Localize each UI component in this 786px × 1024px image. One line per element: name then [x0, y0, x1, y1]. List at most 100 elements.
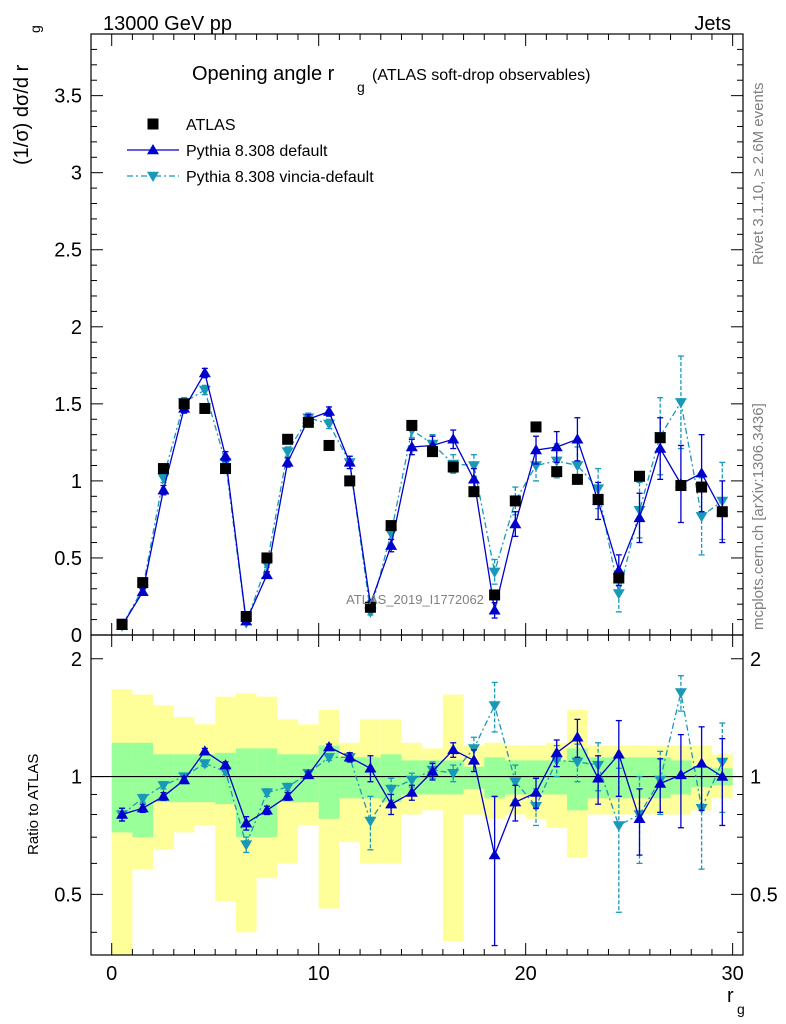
- ratio-default-marker: [281, 790, 294, 801]
- ratio-panel: 0 10 20 30 0.5 0.5 1 1 2 2: [54, 634, 778, 985]
- y-tick-label: 2: [71, 317, 82, 339]
- atlas-data-marker: [509, 495, 521, 507]
- ratio-vincia-marker: [157, 781, 170, 792]
- ratio-tick-label-right: 2: [750, 649, 761, 671]
- stat-uncertainty-band: [339, 757, 361, 799]
- atlas-data-marker: [716, 506, 728, 518]
- main-default-marker: [509, 518, 522, 529]
- ratio-vincia-marker: [447, 769, 460, 780]
- ratio-vincia-marker: [509, 777, 522, 788]
- ratio-default-marker: [509, 796, 522, 807]
- x-tick-label: 10: [308, 963, 330, 985]
- atlas-data-marker: [675, 480, 687, 492]
- ratio-tick-label-left: 2: [71, 649, 82, 671]
- main-vincia-marker: [488, 567, 501, 578]
- y-axis-label-main-text: (1/σ) dσ/d r: [11, 64, 33, 165]
- stat-uncertainty-band: [194, 754, 216, 803]
- ratio-default-marker: [364, 762, 377, 773]
- main-vincia-marker: [695, 512, 708, 523]
- ratio-default-marker: [695, 757, 708, 768]
- main-default-marker: [550, 440, 563, 452]
- main-content: [116, 355, 729, 632]
- ratio-default-marker: [467, 754, 480, 765]
- stat-uncertainty-band: [235, 748, 257, 838]
- atlas-data-marker: [571, 473, 583, 485]
- main-default-marker: [343, 456, 356, 467]
- legend-entry-label: Pythia 8.308 default: [186, 143, 328, 160]
- ratio-vincia-marker: [488, 701, 501, 712]
- main-default-marker: [467, 473, 480, 484]
- ratio-default-marker: [198, 745, 211, 756]
- main-default-marker: [385, 539, 398, 550]
- main-panel: 0 0.5 1 1.5 2 2.5 3 3.5: [54, 33, 744, 647]
- ratio-default-marker: [447, 743, 460, 755]
- stat-uncertainty-band: [111, 742, 133, 833]
- ratio-default-marker: [571, 731, 584, 742]
- y-tick-label: 3: [71, 163, 82, 185]
- main-default-marker: [571, 433, 584, 444]
- ratio-vincia-marker: [612, 821, 625, 832]
- rivet-label: Rivet 3.1.10, ≥ 2.6M events: [750, 83, 767, 266]
- main-default-marker: [530, 444, 543, 455]
- ratio-vincia-marker: [198, 759, 211, 770]
- atlas-data-marker: [116, 618, 128, 630]
- ratio-vincia-marker: [405, 775, 418, 786]
- ratio-default-marker: [674, 768, 687, 780]
- stat-uncertainty-band: [525, 760, 547, 795]
- ratio-default-marker: [157, 790, 170, 801]
- y-axis-label-main: (1/σ) dσ/d r g: [11, 25, 43, 165]
- ratio-default-marker: [343, 751, 356, 762]
- ratio-vincia-marker: [219, 767, 232, 778]
- atlas-data-marker: [199, 402, 211, 414]
- main-default-marker: [281, 456, 294, 467]
- main-default-marker: [198, 367, 211, 378]
- stat-uncertainty-band: [153, 754, 174, 803]
- atlas-data-marker: [240, 611, 252, 623]
- y-tick-label: 3.5: [54, 86, 82, 108]
- ratio-vincia-marker: [260, 788, 273, 799]
- atlas-data-marker: [634, 470, 646, 482]
- main-default-marker: [405, 440, 418, 452]
- ratio-vincia-marker: [571, 757, 584, 768]
- atlas-data-marker: [427, 446, 439, 458]
- y-tick-label: 2.5: [54, 240, 82, 262]
- atlas-data-marker: [364, 601, 376, 613]
- ratio-default-marker: [716, 770, 729, 781]
- main-default-line: [121, 371, 723, 627]
- ratio-vincia-marker: [323, 753, 336, 764]
- energy-label: 13000 GeV pp: [103, 13, 232, 35]
- ratio-content: [91, 675, 743, 955]
- ratio-vincia-marker: [364, 816, 377, 827]
- ratio-tick-label-right: 1: [750, 767, 761, 789]
- atlas-data-marker: [220, 463, 232, 475]
- stat-uncertainty-band: [318, 745, 340, 819]
- atlas-data-marker: [385, 520, 397, 532]
- main-default-marker: [654, 442, 667, 453]
- atlas-data-marker: [592, 493, 604, 505]
- main-default-marker: [612, 564, 625, 575]
- atlas-data-marker: [302, 416, 314, 428]
- atlas-data-marker: [551, 466, 563, 478]
- ratio-vincia-marker: [674, 688, 687, 699]
- main-default-marker: [447, 433, 460, 444]
- x-tick-label: 0: [106, 963, 117, 985]
- x-tick-label: 20: [515, 963, 537, 985]
- ratio-frame: [90, 634, 744, 956]
- total-uncertainty-band: [442, 694, 464, 942]
- stat-uncertainty-band: [132, 742, 154, 838]
- chart-title-sub: g: [357, 79, 365, 95]
- ratio-default-marker: [116, 808, 129, 819]
- ratio-default-marker: [592, 772, 605, 783]
- x-axis-label-sub: g: [737, 1001, 745, 1017]
- atlas-data-marker: [261, 552, 273, 564]
- main-default-marker: [260, 568, 273, 580]
- atlas-data-marker: [530, 421, 542, 433]
- main-default-marker: [323, 405, 336, 416]
- legend-entry-label: ATLAS: [186, 117, 236, 134]
- atlas-data-marker: [468, 486, 480, 498]
- ratio-vincia-marker: [281, 782, 294, 794]
- x-tick-label: 30: [722, 963, 744, 985]
- main-vincia-marker: [571, 461, 584, 472]
- main-vincia-line: [121, 389, 723, 627]
